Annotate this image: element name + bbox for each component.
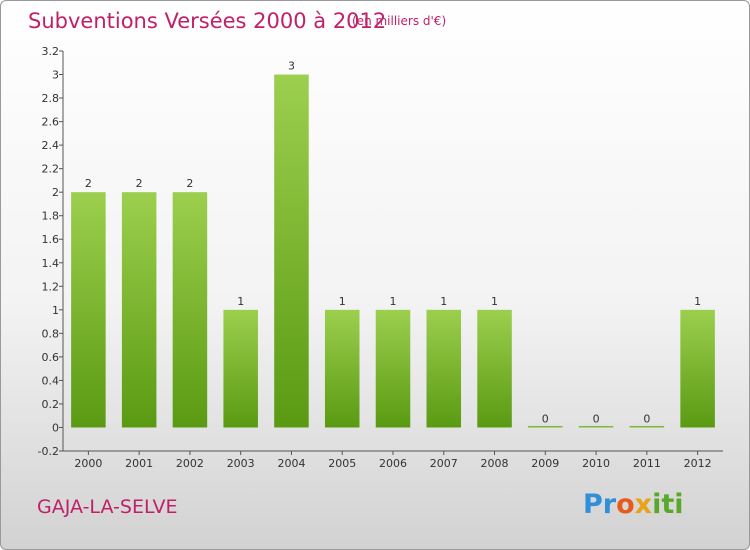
- data-label-2010: 0: [593, 412, 600, 425]
- bar-2012: [680, 309, 715, 428]
- bar-2010: [578, 425, 614, 428]
- y-tick-label: 3.2: [42, 45, 60, 58]
- y-tick-label: 2.4: [42, 139, 60, 152]
- bar-2005: [324, 309, 360, 428]
- y-tick-label: 0.4: [42, 374, 60, 387]
- bar-2011: [629, 425, 665, 428]
- bar-2004: [274, 74, 309, 428]
- logo-part-pr: Pr: [583, 489, 617, 520]
- y-tick-label: 0.8: [42, 327, 60, 340]
- data-label-2005: 1: [339, 295, 346, 308]
- proxiti-logo[interactable]: Proxiti: [583, 489, 684, 520]
- bar-2006: [375, 309, 411, 428]
- x-tick-label-2005: 2005: [328, 457, 356, 470]
- bar-2007: [426, 309, 462, 428]
- x-tick-label-2004: 2004: [277, 457, 305, 470]
- x-tick-label-2002: 2002: [176, 457, 204, 470]
- x-tick-label-2006: 2006: [379, 457, 407, 470]
- data-label-2008: 1: [491, 295, 498, 308]
- x-tick-label-2008: 2008: [481, 457, 509, 470]
- y-tick-label: 1.8: [42, 210, 60, 223]
- x-tick-label-2007: 2007: [430, 457, 458, 470]
- x-tick-label-2010: 2010: [582, 457, 610, 470]
- x-tick-label-2003: 2003: [227, 457, 255, 470]
- x-tick-label-2012: 2012: [684, 457, 712, 470]
- data-label-2002: 2: [186, 177, 193, 190]
- data-label-2006: 1: [390, 295, 397, 308]
- y-tick-label: 0.6: [42, 351, 60, 364]
- data-label-2004: 3: [288, 60, 295, 73]
- bar-2000: [71, 192, 106, 428]
- data-label-2007: 1: [440, 295, 447, 308]
- bar-2008: [477, 309, 512, 428]
- y-tick-label: 2.6: [42, 116, 60, 129]
- data-label-2003: 1: [237, 295, 244, 308]
- y-tick-label: -0.2: [38, 445, 59, 458]
- y-tick-label: 0.2: [42, 398, 60, 411]
- x-tick-label-2001: 2001: [125, 457, 153, 470]
- x-tick-label-2000: 2000: [74, 457, 102, 470]
- logo-part-iti: iti: [652, 489, 684, 520]
- y-tick-label: 1.6: [42, 233, 60, 246]
- y-tick-label: 1.2: [42, 280, 60, 293]
- x-tick-label-2011: 2011: [633, 457, 661, 470]
- y-tick-label: 1.4: [42, 257, 60, 270]
- data-label-2001: 2: [136, 177, 143, 190]
- data-label-2000: 2: [85, 177, 92, 190]
- bar-2002: [172, 192, 208, 428]
- bar-2001: [121, 192, 157, 428]
- y-tick-label: 1: [52, 304, 59, 317]
- logo-part-o: o: [616, 489, 635, 520]
- x-tick-label-2009: 2009: [531, 457, 559, 470]
- data-label-2009: 0: [542, 412, 549, 425]
- y-tick-label: 2.2: [42, 163, 60, 176]
- chart-title: Subventions Versées 2000 à 2012: [28, 9, 387, 33]
- chart-axes: -0.2 0 0.2 0.4 0.6 0.8 1 1.2 1.4 1.6 1.8 2 2.2 2.4 2.6…: [38, 45, 723, 470]
- y-tick-label: 2: [52, 186, 59, 199]
- y-tick-label: 2.8: [42, 92, 60, 105]
- y-tick-label: 3: [52, 69, 59, 82]
- bar-2009: [528, 425, 563, 428]
- data-label-2011: 0: [643, 412, 650, 425]
- bar-2003: [223, 309, 258, 428]
- chart-bars: 2 2 2 1 3 1 1 1 1 0 0 0 1: [71, 60, 715, 428]
- y-tick-label: 0: [52, 421, 59, 434]
- commune-name: GAJA-LA-SELVE: [37, 496, 178, 518]
- unit-note: (en milliers d'€): [352, 14, 447, 28]
- logo-part-x: x: [634, 489, 653, 520]
- data-label-2012: 1: [694, 295, 701, 308]
